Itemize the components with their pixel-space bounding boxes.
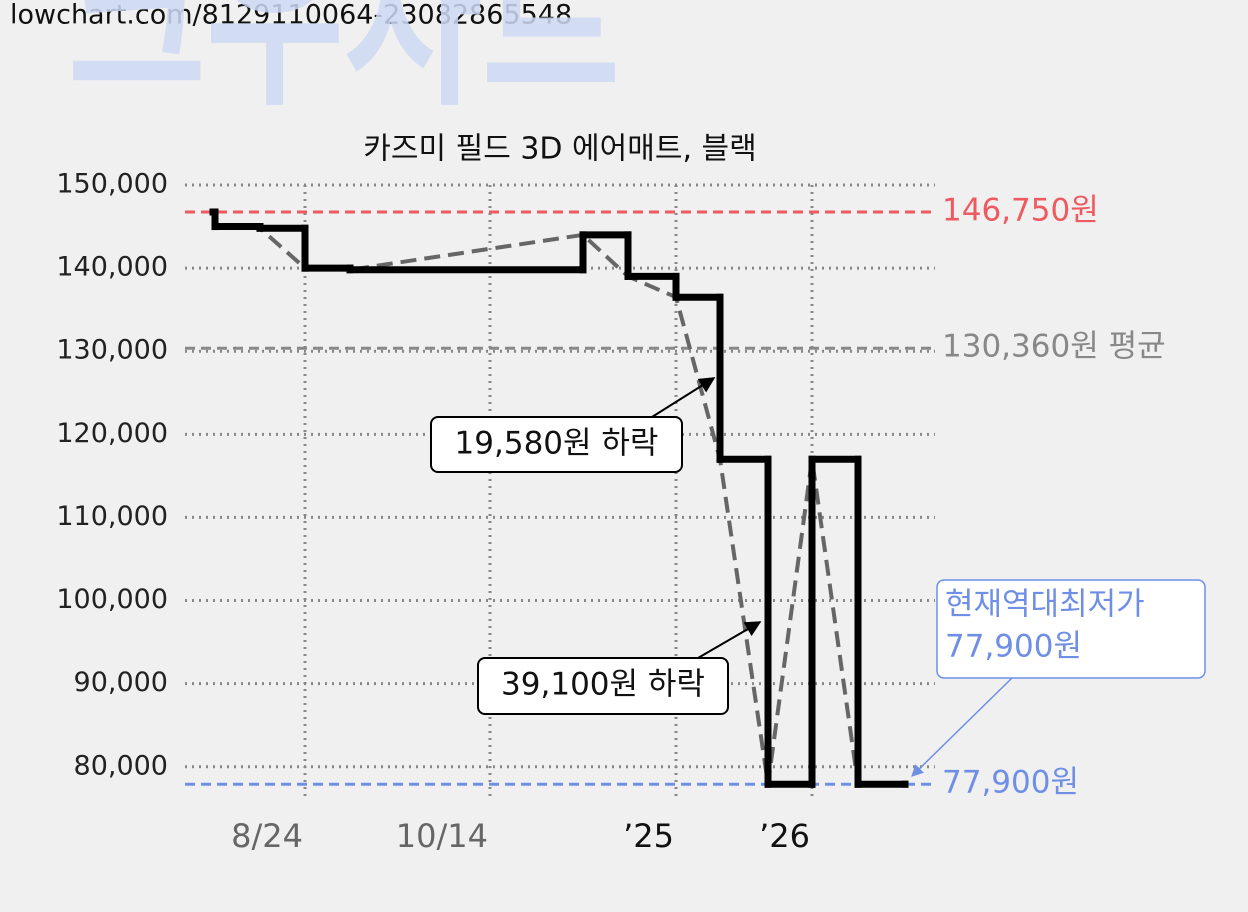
x-tick-label: ’26 — [759, 817, 810, 855]
annotation-text: 77,900원 — [945, 629, 1082, 665]
annotation-arrow — [651, 377, 716, 418]
reference-label: 77,900원 — [942, 765, 1079, 801]
y-tick-label: 80,000 — [74, 750, 168, 781]
url: lowchart.com/8129110064-23082865548 — [10, 0, 572, 31]
reference-label: 146,750원 — [942, 193, 1099, 229]
annotation-text: 19,580원 하락 — [455, 426, 659, 462]
x-tick-label: ’25 — [623, 817, 674, 855]
watermark: 크우차트 — [68, 0, 620, 134]
annotation-box — [477, 657, 729, 715]
x-tick-label: 8/24 — [231, 817, 303, 855]
annotation-arrow — [697, 621, 762, 659]
annotation-text: 현재역대최저가 — [945, 587, 1145, 623]
annotation-box — [936, 579, 1206, 679]
annotation-arrow — [911, 677, 1013, 777]
y-tick-label: 110,000 — [56, 501, 168, 532]
y-tick-label: 100,000 — [56, 584, 168, 615]
y-tick-label: 150,000 — [56, 169, 168, 200]
annotation-text: 39,100원 하락 — [501, 667, 705, 703]
annotation-box — [430, 416, 683, 473]
y-tick-label: 90,000 — [74, 667, 168, 698]
reference-label: 130,360원 평균 — [942, 329, 1166, 365]
y-tick-label: 130,000 — [56, 335, 168, 366]
y-tick-label: 140,000 — [56, 252, 168, 283]
x-tick-label: 10/14 — [396, 817, 488, 855]
chart-title: 카즈미 필드 3D 에어매트, 블랙 — [363, 132, 756, 167]
y-tick-label: 120,000 — [56, 418, 168, 449]
